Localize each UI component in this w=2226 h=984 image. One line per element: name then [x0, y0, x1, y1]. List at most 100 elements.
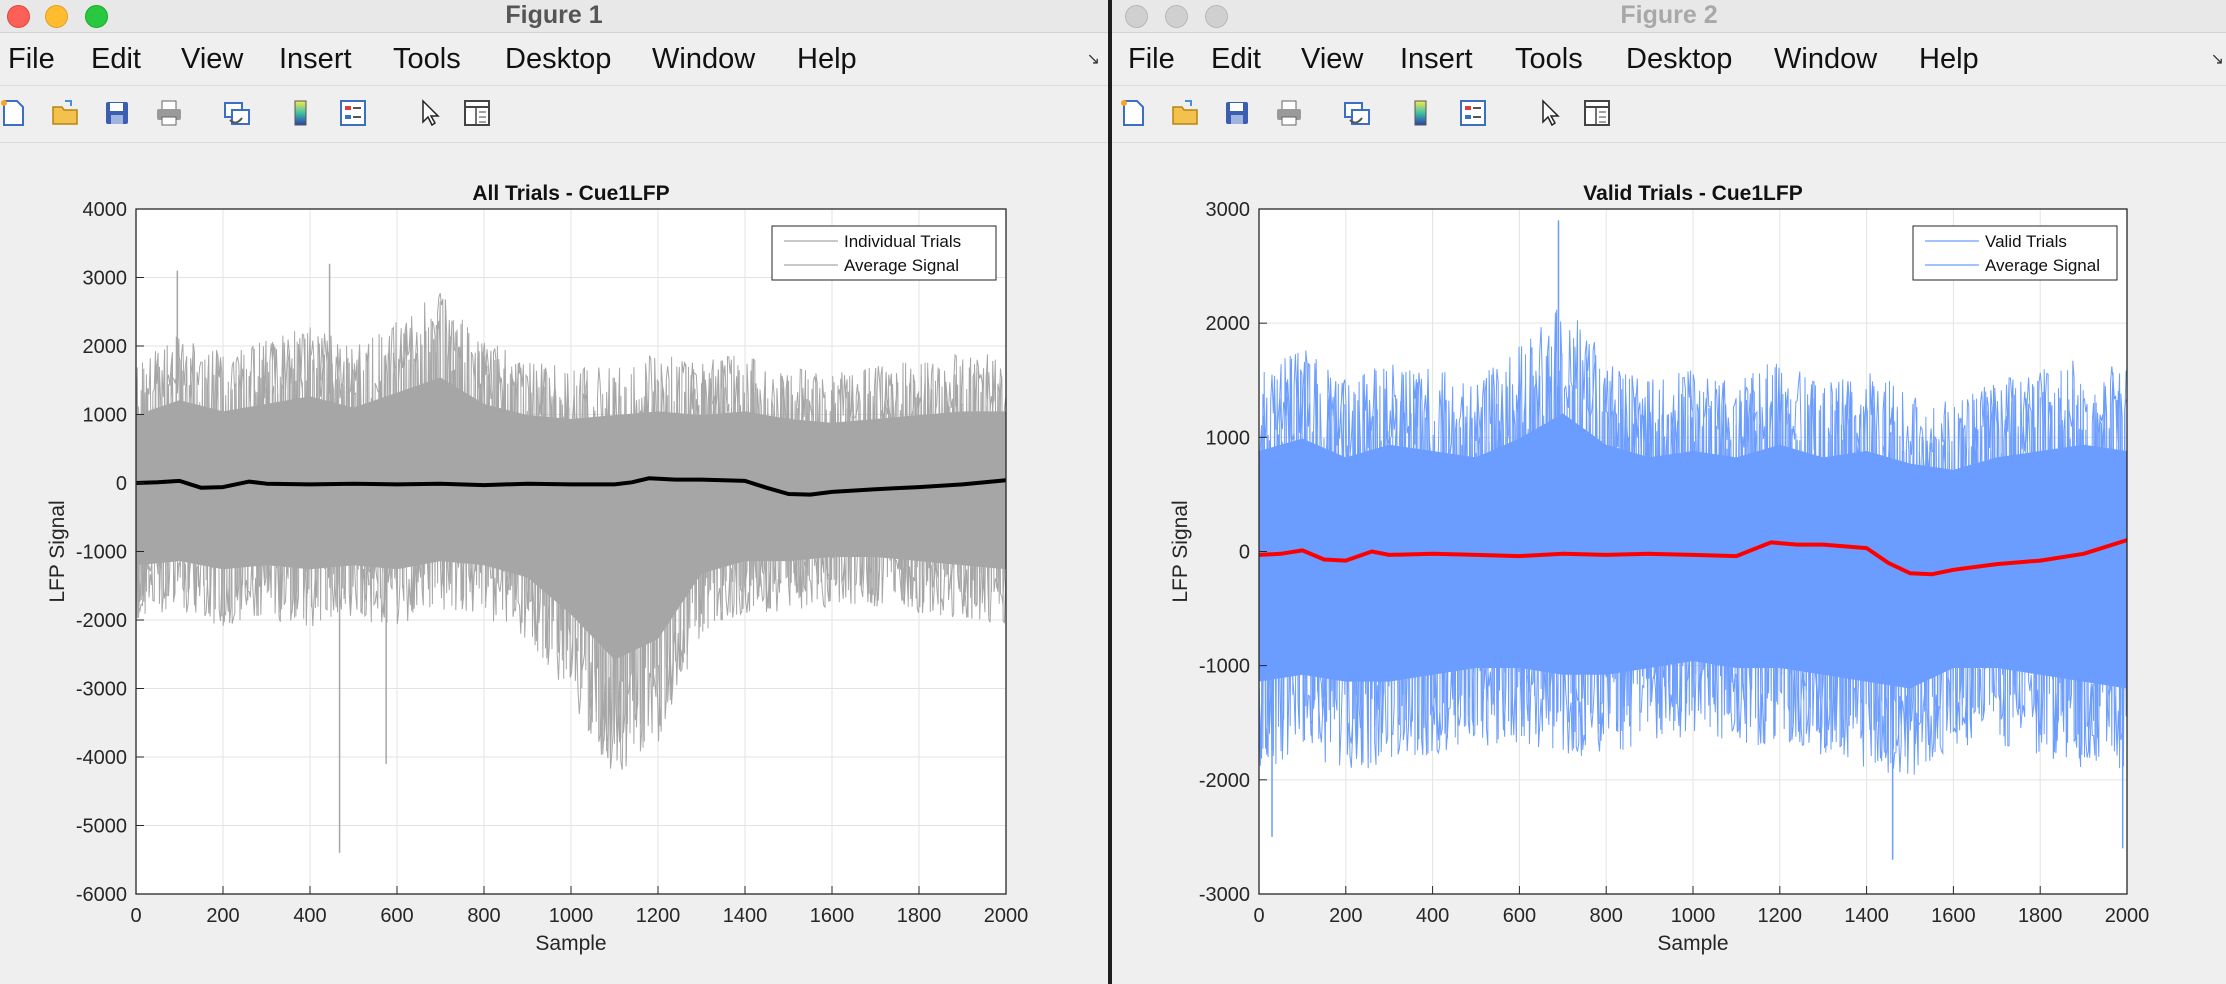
minimize-window-button[interactable]	[45, 5, 68, 28]
y-tick-label: -5000	[76, 816, 127, 838]
title-bar[interactable]: Figure 2	[1112, 0, 2226, 33]
trial-trace	[1258, 327, 2127, 769]
y-tick-label: -6000	[76, 884, 127, 906]
open-file-icon[interactable]	[50, 98, 80, 128]
chart-svg: 0 200 400 600 800 1000 1200 1400 1600 1800 2000 400…	[46, 182, 1028, 955]
y-tick-label: -1000	[1199, 656, 1250, 678]
zoom-window-button[interactable]	[1205, 5, 1228, 28]
x-axis-label: Sample	[535, 932, 606, 955]
legend-entry: Valid Trials	[1985, 232, 2067, 251]
menu-desktop[interactable]: Desktop	[1626, 43, 1733, 75]
menu-bar: File Edit View Insert Tools Desktop Wind…	[0, 33, 1108, 86]
menu-view[interactable]: View	[181, 43, 244, 75]
legend: Individual Trials Average Signal	[771, 225, 997, 281]
menu-tools[interactable]: Tools	[393, 43, 461, 75]
menu-window[interactable]: Window	[652, 43, 756, 75]
link-plot-icon[interactable]	[1342, 98, 1372, 128]
y-tick-label: -3000	[1199, 884, 1250, 906]
menu-insert[interactable]: Insert	[1400, 43, 1473, 75]
legend-box	[1912, 225, 2118, 281]
legend-entry: Average Signal	[844, 256, 959, 275]
dock-arrow-icon[interactable]: ↘	[2210, 51, 2224, 68]
print-icon[interactable]	[154, 98, 184, 128]
menu-bar: File Edit View Insert Tools Desktop Wind…	[1112, 33, 2226, 86]
zoom-window-button[interactable]	[85, 5, 108, 28]
close-window-button[interactable]	[1125, 5, 1148, 28]
legend-icon[interactable]	[1458, 98, 1488, 128]
minimize-window-button[interactable]	[1165, 5, 1188, 28]
y-tick-label: -2000	[1199, 770, 1250, 792]
new-figure-icon[interactable]	[0, 98, 28, 128]
property-inspector-icon[interactable]	[462, 98, 492, 128]
menu-edit[interactable]: Edit	[91, 43, 141, 75]
y-tick-label: -1000	[76, 542, 127, 564]
menu-file[interactable]: File	[1128, 43, 1175, 75]
y-tick-label: 3000	[83, 268, 128, 290]
trials-traces	[135, 292, 1007, 770]
figure-toolbar	[1112, 86, 2226, 143]
legend-box	[771, 225, 997, 281]
legend: Valid Trials Average Signal	[1912, 225, 2118, 281]
x-tick-label: 0	[1253, 905, 1264, 927]
x-tick-label: 400	[1416, 905, 1449, 927]
trials-core	[1259, 413, 2127, 689]
x-tick-label: 1800	[2018, 905, 2063, 927]
title-bar[interactable]: Figure 1	[0, 0, 1108, 33]
print-icon[interactable]	[1274, 98, 1304, 128]
y-tick-label: 1000	[1206, 427, 1251, 449]
menu-window[interactable]: Window	[1774, 43, 1878, 75]
link-plot-icon[interactable]	[222, 98, 252, 128]
menu-file[interactable]: File	[8, 43, 55, 75]
menu-tools[interactable]: Tools	[1515, 43, 1583, 75]
y-tick-label: -4000	[76, 747, 127, 769]
x-axis-label: Sample	[1657, 932, 1728, 955]
x-tick-label: 1200	[1758, 905, 1803, 927]
x-tick-label: 2000	[2105, 905, 2150, 927]
x-tick-label: 600	[380, 905, 413, 927]
menu-desktop[interactable]: Desktop	[505, 43, 612, 75]
legend-entry: Individual Trials	[844, 232, 961, 251]
pointer-icon[interactable]	[414, 98, 444, 128]
open-file-icon[interactable]	[1170, 98, 1200, 128]
x-tick-label: 1800	[897, 905, 942, 927]
x-tick-label: 1000	[1671, 905, 1716, 927]
plot-area-figure-2: 0 200 400 600 800 1000 1200 1400 1600 1800 2000 300…	[1112, 143, 2226, 984]
y-tick-label: -2000	[76, 610, 127, 632]
x-tick-label: 1600	[810, 905, 855, 927]
y-axis-label: LFP Signal	[46, 500, 69, 602]
x-tick-label: 1000	[549, 905, 594, 927]
close-window-button[interactable]	[7, 5, 30, 28]
x-tick-label: 1400	[1844, 905, 1889, 927]
x-tick-label: 1600	[1931, 905, 1976, 927]
menu-view[interactable]: View	[1301, 43, 1364, 75]
dock-arrow-icon[interactable]: ↘	[1086, 51, 1100, 68]
x-tick-label: 800	[1590, 905, 1623, 927]
save-icon[interactable]	[1222, 98, 1252, 128]
y-tick-label: 2000	[83, 336, 128, 358]
figure-1-window[interactable]: Figure 1 File Edit View Insert Tools Des…	[0, 0, 1108, 984]
new-figure-icon[interactable]	[1118, 98, 1148, 128]
legend-entry: Average Signal	[1985, 256, 2100, 275]
y-tick-label: 3000	[1206, 199, 1251, 221]
plot-area-figure-1: 0 200 400 600 800 1000 1200 1400 1600 1800 2000 400…	[0, 143, 1108, 984]
menu-edit[interactable]: Edit	[1211, 43, 1261, 75]
save-icon[interactable]	[102, 98, 132, 128]
pointer-icon[interactable]	[1534, 98, 1564, 128]
y-tick-label: 0	[116, 473, 127, 495]
menu-insert[interactable]: Insert	[279, 43, 352, 75]
chart-svg: 0 200 400 600 800 1000 1200 1400 1600 1800 2000 300…	[1169, 182, 2150, 955]
chart-title: All Trials - Cue1LFP	[472, 182, 669, 205]
menu-help[interactable]: Help	[797, 43, 857, 75]
chart-title: Valid Trials - Cue1LFP	[1583, 182, 1802, 205]
colorbar-icon[interactable]	[1406, 98, 1436, 128]
x-tick-label: 1400	[723, 905, 768, 927]
colorbar-icon[interactable]	[286, 98, 316, 128]
average-signal-line	[1258, 538, 2128, 577]
x-tick-label: 600	[1503, 905, 1536, 927]
x-tick-label: 200	[206, 905, 239, 927]
menu-help[interactable]: Help	[1919, 43, 1979, 75]
property-inspector-icon[interactable]	[1582, 98, 1612, 128]
x-tick-label: 400	[293, 905, 326, 927]
legend-icon[interactable]	[338, 98, 368, 128]
figure-2-window[interactable]: Figure 2 File Edit View Insert Tools Des…	[1112, 0, 2226, 984]
